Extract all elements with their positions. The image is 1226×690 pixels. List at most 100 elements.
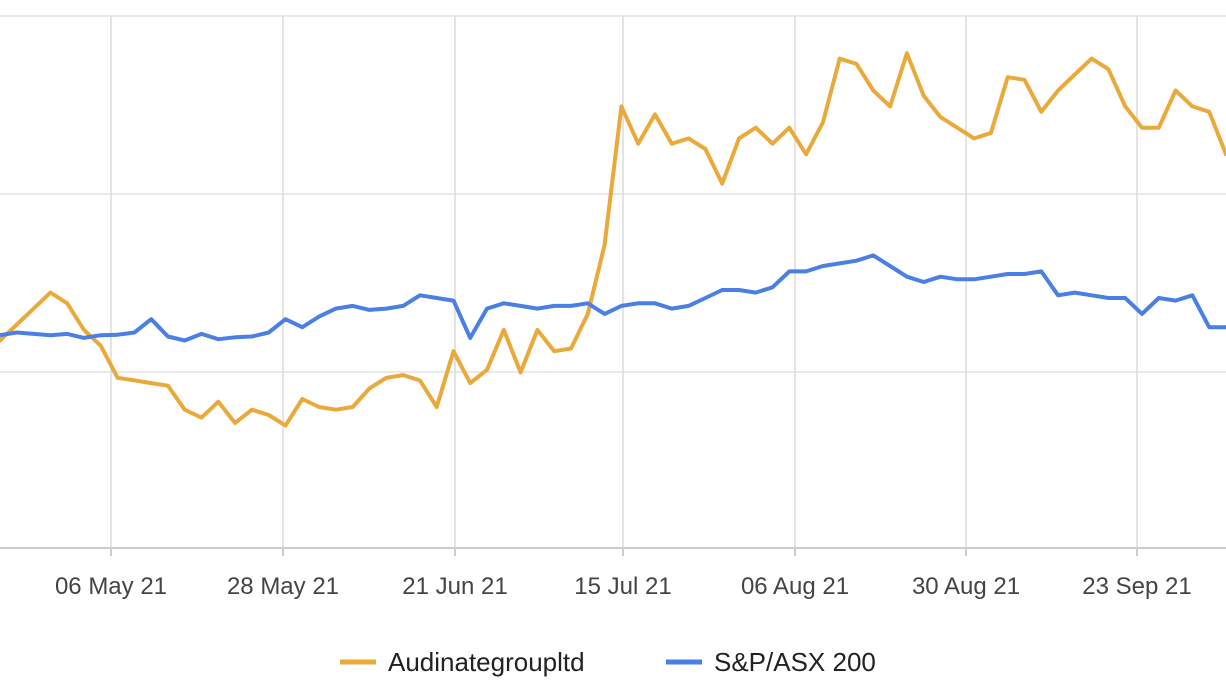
- legend-item-series-0[interactable]: Audinategroupltd: [340, 647, 585, 677]
- series-0-point-29: [485, 368, 489, 372]
- series-1-point-60: [1006, 272, 1010, 276]
- series-0-point-25: [418, 378, 422, 382]
- series-0-point-59: [989, 131, 993, 135]
- series-0-point-67: [1123, 104, 1127, 108]
- series-0-point-71: [1190, 104, 1194, 108]
- series-1-point-70: [1174, 299, 1178, 303]
- series-0-point-10: [166, 384, 170, 388]
- horizontal-gridlines: [0, 15, 1226, 373]
- series-0-point-18: [300, 397, 304, 401]
- x-tick-label-6: 23 Sep 21: [1082, 573, 1191, 600]
- series-0-point-42: [703, 147, 708, 151]
- series-0-point-64: [1073, 72, 1077, 77]
- series-1-point-32: [535, 307, 540, 311]
- series-1-point-2: [31, 332, 36, 336]
- series-0-point-37: [619, 104, 624, 108]
- series-1-point-42: [703, 296, 708, 300]
- series-0-point-65: [1090, 57, 1094, 61]
- series-0-point-15: [250, 408, 254, 412]
- series-1-point-63: [1056, 293, 1060, 297]
- series-1-point-24: [401, 304, 405, 308]
- series-0-point-7: [116, 376, 120, 380]
- series-0-point-0: [0, 338, 2, 343]
- series-0-point-60: [1006, 75, 1010, 79]
- series-1-point-62: [1039, 269, 1043, 273]
- series-0-point-69: [1157, 126, 1161, 130]
- series-1-point-38: [636, 301, 640, 305]
- series-1-point-7: [116, 333, 120, 337]
- series-1-point-6: [99, 333, 103, 337]
- series-0-point-20: [334, 408, 338, 412]
- series-1-point-25: [418, 293, 422, 297]
- series-1-point-49: [821, 264, 825, 268]
- series-1-point-53: [888, 264, 892, 268]
- series-0-point-44: [737, 136, 741, 140]
- series-1-point-3: [48, 333, 53, 337]
- series-1-point-21: [351, 304, 355, 308]
- series-0-point-53: [888, 104, 892, 108]
- series-1-point-72: [1207, 325, 1211, 329]
- vertical-gridlines: [110, 16, 1138, 556]
- x-tick-label-1: 28 May 21: [227, 573, 339, 600]
- series-0-point-12: [199, 416, 204, 420]
- series-0-point-50: [838, 57, 842, 61]
- series-0-point-3: [48, 291, 53, 295]
- series-0-point-17: [283, 424, 288, 428]
- series-0-point-35: [586, 312, 590, 316]
- series-1-point-61: [1022, 272, 1027, 276]
- series-0-point-27: [451, 349, 456, 353]
- series-1-point-20: [334, 307, 338, 311]
- series-1-point-22: [367, 308, 372, 312]
- series-0-point-16: [267, 413, 271, 417]
- series-0-point-39: [653, 112, 657, 116]
- series-0-point-31: [519, 370, 523, 374]
- series-line-1[interactable]: [0, 253, 1226, 343]
- series-1-point-9: [149, 317, 153, 321]
- series-1-point-34: [569, 304, 573, 308]
- legend-item-series-1[interactable]: S&P/ASX 200: [666, 647, 876, 677]
- series-1-point-52: [871, 253, 875, 257]
- series-0-point-19: [317, 405, 321, 409]
- legend-label-asx200: S&P/ASX 200: [714, 647, 876, 677]
- series-1-point-64: [1073, 291, 1077, 295]
- series-1-point-71: [1190, 293, 1194, 297]
- series-1-point-27: [451, 299, 456, 303]
- series-0-point-24: [401, 373, 405, 377]
- series-0-point-13: [216, 400, 220, 404]
- series-0-point-40: [670, 142, 674, 146]
- series-0-point-47: [787, 126, 791, 130]
- series-0-point-62: [1039, 110, 1043, 114]
- series-1-point-4: [65, 332, 69, 336]
- series-1-point-51: [854, 259, 859, 263]
- series-1-point-44: [737, 288, 741, 292]
- series-1-point-35: [586, 301, 590, 305]
- series-0-point-4: [65, 301, 69, 305]
- series-1-point-43: [720, 288, 724, 292]
- series-0-point-49: [821, 120, 825, 124]
- series-1-point-18: [300, 325, 304, 329]
- series-line-0[interactable]: [0, 51, 1226, 428]
- series-1-point-13: [216, 337, 220, 341]
- series-0-point-57: [955, 126, 959, 130]
- series-0-point-55: [922, 94, 926, 98]
- series-0-point-43: [720, 182, 724, 186]
- series-1-point-26: [435, 296, 439, 300]
- series-1-point-15: [250, 334, 254, 339]
- series-0-point-66: [1106, 67, 1110, 71]
- series-1-point-57: [955, 277, 959, 281]
- series-0-point-48: [804, 152, 808, 156]
- x-tick-label-2: 21 Jun 21: [402, 573, 507, 600]
- series-0-point-2: [31, 307, 36, 311]
- series-1-point-11: [183, 338, 187, 343]
- series-1-point-0: [0, 333, 2, 337]
- series-0-point-21: [351, 405, 355, 409]
- series-0-point-8: [132, 378, 136, 382]
- series-0-point-61: [1022, 78, 1027, 82]
- series-0-point-70: [1174, 88, 1178, 93]
- series-0-point-34: [569, 346, 573, 351]
- x-tick-label-0: 06 May 21: [55, 573, 167, 600]
- series-1-point-10: [166, 334, 170, 339]
- series-1-point-8: [132, 330, 136, 335]
- series-0-point-54: [905, 51, 909, 55]
- series-lines: [0, 51, 1226, 428]
